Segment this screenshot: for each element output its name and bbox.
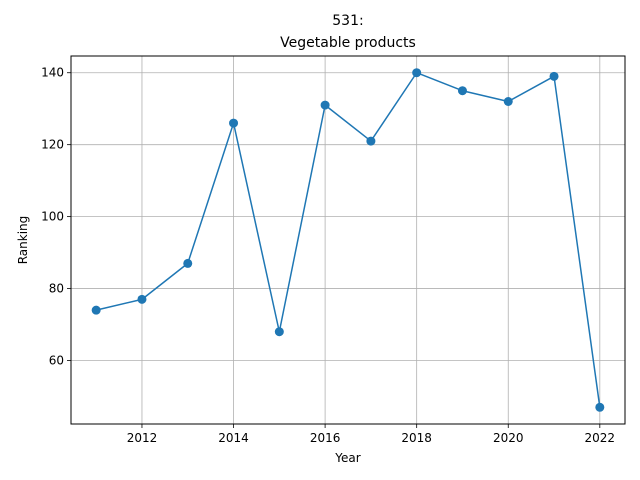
y-tick-label: 100 <box>41 210 64 224</box>
data-point <box>183 258 193 268</box>
y-tick-label: 80 <box>49 282 64 296</box>
x-axis-ticks: 2012 2014 2016 2018 2020 2022 <box>127 424 615 445</box>
x-tick-label: 2012 <box>127 431 158 445</box>
data-point <box>229 118 239 128</box>
data-point <box>549 71 559 81</box>
data-series <box>91 68 605 412</box>
x-axis-label: Year <box>334 451 360 465</box>
data-point <box>320 100 330 110</box>
data-point <box>137 294 147 304</box>
x-tick-label: 2018 <box>401 431 432 445</box>
grid-lines <box>71 56 625 424</box>
data-point <box>91 305 101 315</box>
data-point <box>457 86 467 96</box>
data-point <box>274 327 284 337</box>
x-tick-label: 2016 <box>310 431 341 445</box>
data-point <box>595 402 605 412</box>
data-point <box>503 97 513 107</box>
x-tick-label: 2020 <box>493 431 524 445</box>
chart-subtitle: Vegetable products <box>280 35 416 51</box>
series-line <box>96 71 601 408</box>
y-tick-label: 120 <box>41 138 64 152</box>
y-axis-label: Ranking <box>16 216 30 265</box>
y-axis-ticks: 60 80 100 120 140 <box>41 66 71 368</box>
x-tick-label: 2014 <box>218 431 249 445</box>
chart-title: 531: <box>332 13 363 29</box>
y-tick-label: 140 <box>41 66 64 80</box>
data-point <box>412 68 422 78</box>
x-tick-label: 2022 <box>585 431 616 445</box>
plot-frame <box>70 55 626 425</box>
y-tick-label: 60 <box>49 354 64 368</box>
data-point <box>366 136 376 146</box>
